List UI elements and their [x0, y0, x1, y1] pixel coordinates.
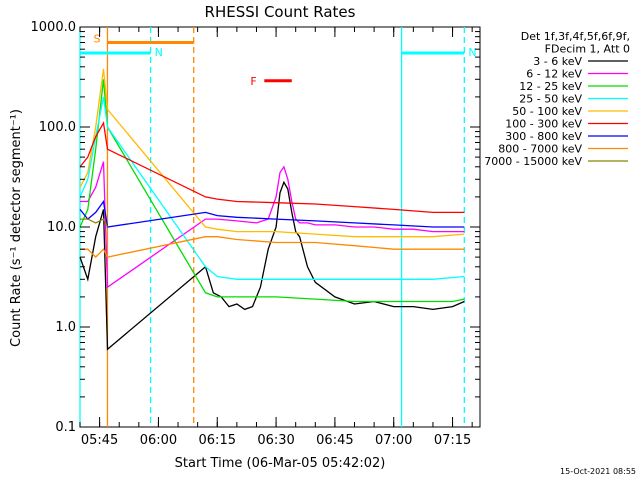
- series-line-800-7000-kev: [80, 236, 465, 259]
- x-tick-label: 06:45: [316, 433, 353, 448]
- legend-label-25-50-kev: 25 - 50 keV: [519, 93, 582, 106]
- series-line-300-800-kev: [79, 199, 465, 228]
- footer-timestamp: 15-Oct-2021 08:55: [560, 467, 636, 476]
- series-line-6-12-kev: [80, 161, 465, 289]
- x-tick-label: 06:00: [140, 433, 177, 448]
- legend-header-line: Det 1f,3f,4f,5f,6f,9f,: [521, 30, 630, 43]
- y-tick-label: 10.0: [47, 220, 76, 235]
- x-tick-label: 05:45: [81, 433, 118, 448]
- series-line-7000-15000-kev: [80, 218, 109, 228]
- legend-label-800-7000-kev: 800 - 7000 keV: [498, 143, 582, 156]
- y-tick-label: 1.0: [55, 320, 76, 335]
- chart-title: RHESSI Count Rates: [205, 3, 356, 21]
- legend-label-50-100-kev: 50 - 100 keV: [512, 105, 582, 118]
- series-line-12-25-kev: [79, 79, 465, 303]
- legend-label-7000-15000-kev: 7000 - 15000 keV: [484, 155, 582, 168]
- y-axis-label: Count Rate (s⁻¹ detector segment⁻¹): [9, 109, 24, 347]
- legend: Det 1f,3f,4f,5f,6f,9f,FDecim 1, Att 03 -…: [484, 30, 630, 168]
- legend-label-3-6-kev: 3 - 6 keV: [533, 55, 582, 68]
- legend-header-line: FDecim 1, Att 0: [545, 43, 630, 56]
- y-tick-label: 0.1: [55, 420, 76, 435]
- legend-label-300-800-kev: 300 - 800 keV: [505, 130, 582, 143]
- plot-area: S N N F 0.1 1.0 10.0 100.0 1000.0 05:45 06:00 06:15…: [31, 20, 481, 448]
- annotation-label-f-4: F: [250, 75, 256, 88]
- annotation-label-n-3: N: [468, 46, 476, 59]
- x-tick-label: 06:30: [257, 433, 294, 448]
- series-line-50-100-kev: [79, 68, 465, 238]
- y-tick-label: 1000.0: [31, 20, 77, 35]
- legend-label-6-12-kev: 6 - 12 keV: [526, 68, 582, 81]
- plot-frame: [79, 26, 481, 428]
- legend-label-100-300-kev: 100 - 300 keV: [505, 118, 582, 131]
- annotation-label-n-2: N: [155, 46, 163, 59]
- x-tick-label: 06:15: [199, 433, 236, 448]
- y-tick-label: 100.0: [39, 120, 76, 135]
- legend-label-12-25-kev: 12 - 25 keV: [519, 80, 582, 93]
- series-line-100-300-kev: [79, 120, 465, 214]
- x-tick-label: 07:00: [375, 433, 412, 448]
- series-line-25-50-kev: [79, 96, 465, 280]
- x-axis-label: Start Time (06-Mar-05 05:42:02): [175, 456, 386, 471]
- x-tick-label: 07:15: [434, 433, 471, 448]
- annotation-label-s-1: S: [93, 32, 100, 45]
